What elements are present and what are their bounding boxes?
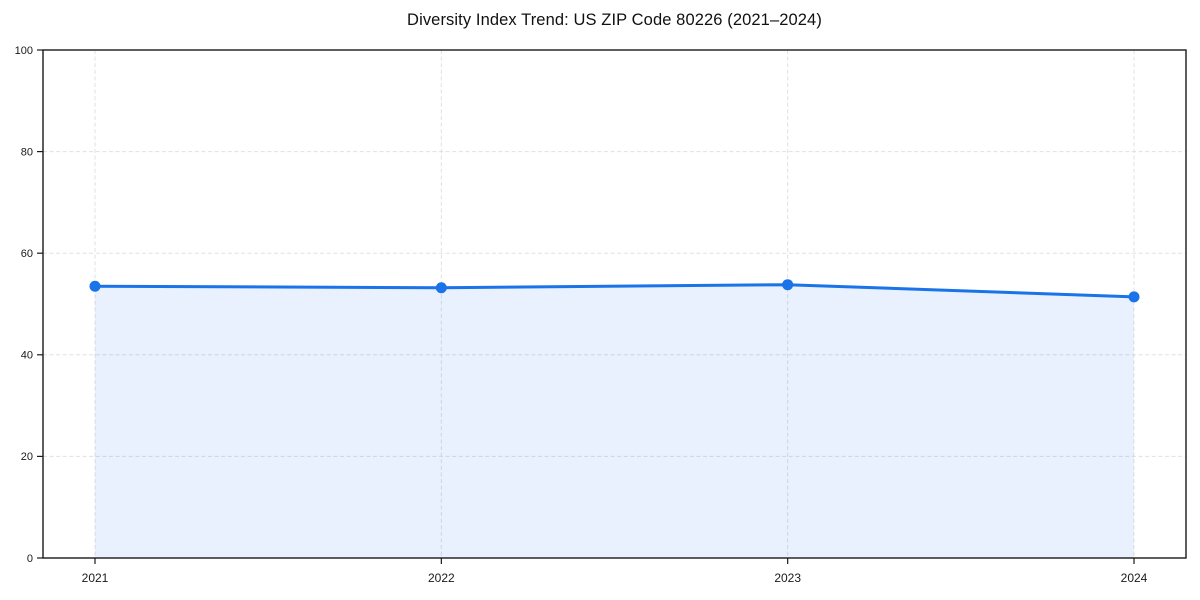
data-point-2024 [1128, 291, 1140, 303]
y-tick-label: 0 [27, 553, 33, 565]
y-tick-label: 20 [21, 451, 33, 463]
x-tick-label: 2023 [774, 571, 801, 585]
y-tick-label: 40 [21, 350, 33, 362]
area-fill [95, 284, 1134, 558]
data-point-2021 [89, 280, 101, 292]
trend-line [93, 283, 1136, 299]
x-tick-label: 2024 [1121, 571, 1148, 585]
y-tick-label: 80 [21, 146, 33, 158]
chart-title: Diversity Index Trend: US ZIP Code 80226… [407, 11, 822, 29]
x-tick-label: 2021 [82, 571, 109, 585]
y-tick-label: 60 [21, 248, 33, 260]
data-point-2023 [782, 279, 794, 291]
data-point-2022 [435, 282, 447, 294]
y-tick-label: 100 [15, 45, 33, 57]
x-tick-label: 2022 [428, 571, 455, 585]
axis-frame [42, 49, 1187, 559]
